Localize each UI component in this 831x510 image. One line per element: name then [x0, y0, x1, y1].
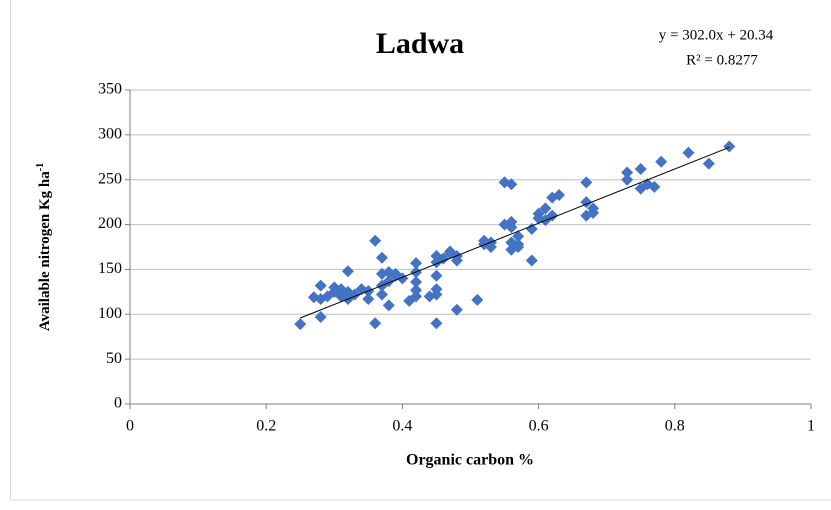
point — [362, 293, 375, 306]
point — [294, 318, 307, 331]
y-tick-label: 0 — [114, 395, 122, 412]
point — [580, 176, 593, 189]
point — [450, 303, 463, 316]
point — [648, 180, 661, 193]
point — [471, 293, 484, 306]
trendline-equation: y = 302.0x + 20.34 — [659, 27, 774, 43]
point — [430, 269, 443, 282]
point — [621, 173, 634, 186]
chart-title: Ladwa — [376, 27, 464, 60]
x-tick-label: 0.6 — [529, 418, 549, 435]
point — [382, 299, 395, 312]
point — [512, 230, 525, 243]
point — [505, 221, 518, 234]
point — [505, 178, 518, 191]
point — [702, 157, 715, 170]
y-tick-label: 150 — [98, 260, 122, 277]
point — [723, 140, 736, 153]
y-tick-label: 50 — [106, 350, 122, 367]
point — [587, 206, 600, 219]
point — [314, 279, 327, 292]
point — [375, 288, 388, 301]
x-tick-label: 0.8 — [665, 418, 685, 435]
point — [512, 241, 525, 253]
point — [430, 283, 443, 296]
x-tick-label: 0.4 — [392, 418, 412, 435]
point — [553, 188, 566, 201]
y-tick-label: 250 — [98, 170, 122, 187]
point — [525, 254, 538, 267]
point — [410, 257, 423, 270]
x-tick-label: 1 — [807, 418, 815, 435]
y-tick-label: 300 — [98, 126, 122, 143]
point — [437, 252, 450, 265]
point — [369, 317, 382, 330]
point — [341, 265, 354, 278]
point — [430, 317, 443, 330]
point — [396, 272, 409, 285]
point — [525, 223, 538, 236]
point — [539, 202, 552, 215]
point — [375, 251, 388, 264]
x-axis-label: Organic carbon % — [406, 452, 534, 469]
point — [410, 275, 423, 288]
x-tick-label: 0.2 — [256, 418, 276, 435]
point — [410, 290, 423, 303]
point — [655, 155, 668, 168]
y-tick-label: 100 — [98, 305, 122, 322]
y-tick-label: 200 — [98, 215, 122, 232]
point — [369, 234, 382, 247]
chart-border — [10, 0, 831, 501]
point — [621, 166, 634, 179]
point — [314, 310, 327, 323]
x-tick-label: 0 — [126, 418, 134, 435]
y-axis-label-main: Available nitrogen Kg ha — [37, 171, 53, 331]
point — [532, 207, 545, 220]
point — [410, 284, 423, 297]
r-squared: R² = 0.8277 — [686, 52, 758, 68]
y-axis-label-sup: -1 — [35, 163, 46, 171]
y-axis-label: Available nitrogen Kg ha-1 — [35, 163, 53, 331]
point — [634, 162, 647, 175]
trendline — [300, 146, 730, 319]
point — [682, 146, 695, 159]
y-tick-label: 350 — [98, 81, 122, 98]
